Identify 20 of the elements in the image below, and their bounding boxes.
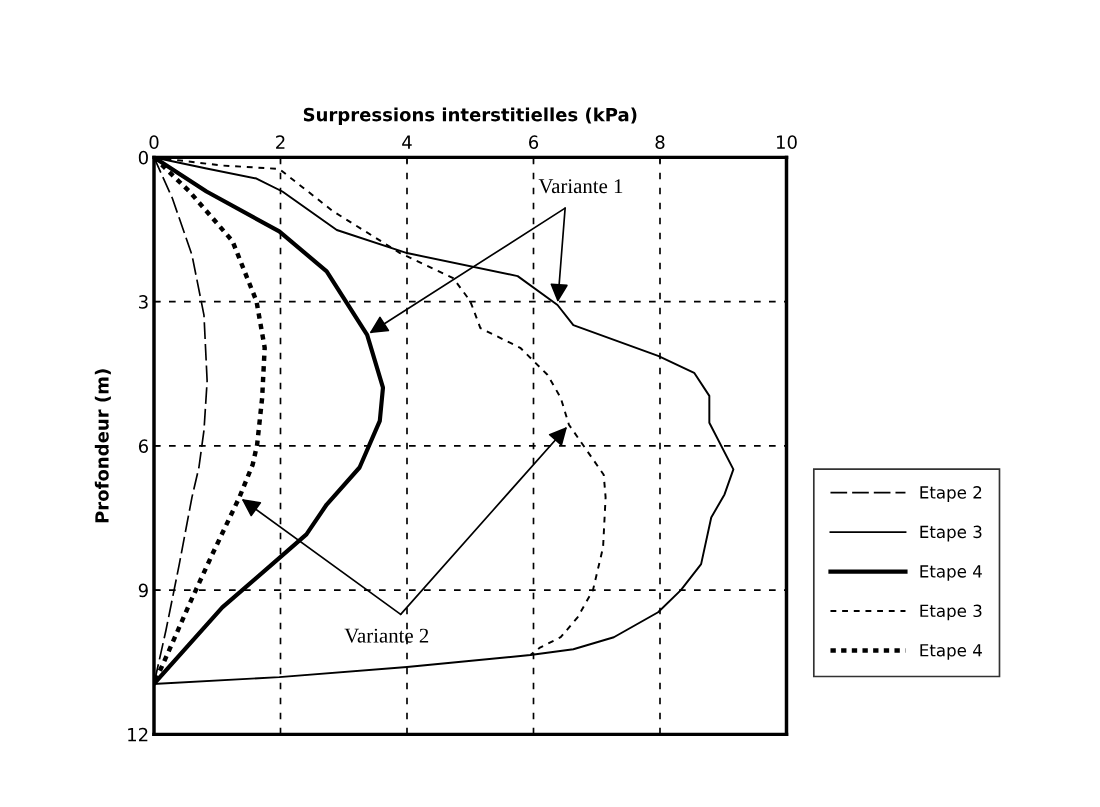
x-tick-label: 8 [655,135,665,150]
legend-label: Etape 2 [920,486,982,502]
annotation: Variante 2 [344,628,429,643]
y-tick-label: 12 [128,727,148,742]
x-tick-label: 4 [402,135,412,149]
y-tick-label: 6 [138,439,148,453]
x-axis-title: Surpressions interstitielles (kPa) [303,107,637,125]
x-tick-label: 6 [529,135,539,150]
legend-label: Etape 3 [920,525,982,542]
y-axis-title: Profondeur (m) [94,369,111,523]
annotation: Variante 1 [538,179,623,194]
y-tick-label: 9 [138,583,148,598]
y-tick-label: 3 [139,295,148,309]
y-tick-label: 0 [138,150,148,165]
x-tick-label: 10 [777,135,797,150]
x-tick-label: 2 [276,135,285,149]
x-tick-label: 0 [149,135,159,150]
legend-label: Etape 4 [920,565,982,581]
legend-label: Etape 3 [920,604,982,621]
legend-label: Etape 4 [920,644,982,660]
